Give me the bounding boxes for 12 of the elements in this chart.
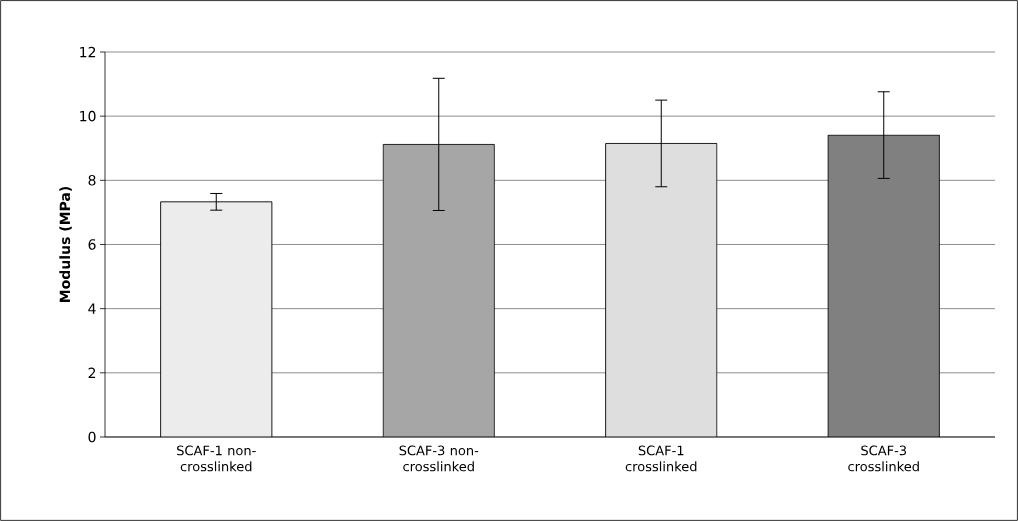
y-tick-label: 2 [88, 367, 96, 379]
x-tick-label: SCAF-3 non-crosslinked [399, 445, 479, 472]
y-tick-label: 10 [80, 110, 96, 122]
y-tick-label: 0 [88, 431, 96, 443]
x-tick-label: SCAF-3 crosslinked [848, 445, 919, 472]
y-axis-title: Modulus (MPa) [59, 186, 72, 302]
y-tick-label: 12 [80, 46, 96, 58]
x-tick-label: SCAF-1 non-crosslinked [177, 445, 256, 472]
x-tick-label: SCAF-1 crosslinked [625, 445, 697, 472]
y-tick-label: 8 [88, 175, 96, 186]
y-tick-label: 6 [88, 239, 96, 250]
y-tick-label: 4 [88, 303, 96, 314]
